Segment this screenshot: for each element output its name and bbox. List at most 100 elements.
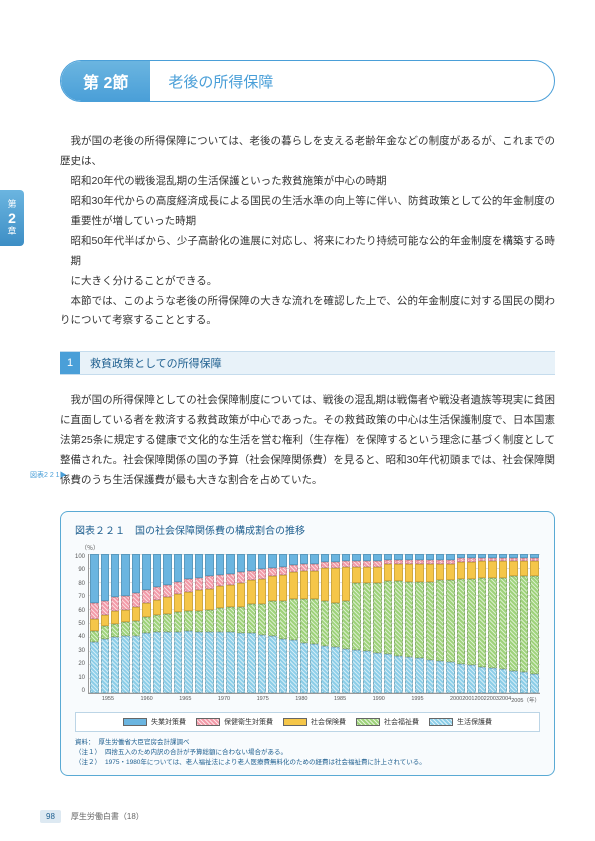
chart-title: 図表２２１ 国の社会保障関係費の構成割合の推移 <box>75 522 540 537</box>
chart-bar-segment <box>363 567 371 584</box>
chart-plot <box>88 554 540 694</box>
chart-bar-segment <box>111 554 119 597</box>
chart-bar-segment <box>352 650 360 693</box>
chart-bar <box>426 554 434 693</box>
chart-bar-segment <box>132 636 140 693</box>
x-tick: 1955 <box>102 696 114 704</box>
chart-bar-segment <box>153 615 161 632</box>
chart-bar-segment <box>352 583 360 650</box>
chart-bar-segment <box>520 672 528 693</box>
chart-note-label: （注１） <box>75 748 101 758</box>
chart-bar-segment <box>142 633 150 693</box>
chart-y-unit: （％） <box>75 543 540 552</box>
chart-bar-segment <box>142 554 150 590</box>
chart-bar-segment <box>174 594 182 612</box>
chart-bar <box>436 554 444 693</box>
y-tick: 70 <box>78 594 85 600</box>
intro-paragraph: 昭和20年代の戦後混乱期の生活保護といった救貧施策が中心の時期 <box>60 172 555 192</box>
chart-bar-segment <box>163 632 171 693</box>
y-tick: 20 <box>78 661 85 667</box>
y-tick: 90 <box>78 567 85 573</box>
chart-bar-segment <box>268 601 276 636</box>
chart-bar-segment <box>184 611 192 630</box>
chapter-tab: 第 2 章 <box>0 190 24 246</box>
chart-bar-segment <box>90 619 98 630</box>
legend-label: 失業対策費 <box>151 717 186 727</box>
chart-bar-segment <box>184 592 192 611</box>
chart-bar-segment <box>342 567 350 602</box>
chart-bar-segment <box>258 604 266 635</box>
subsection-title: 救貧政策としての所得保障 <box>80 355 222 371</box>
chart-bar-segment <box>237 607 245 633</box>
chart-bar <box>310 554 318 693</box>
chart-bar-segment <box>279 639 287 693</box>
chart-bar-segment <box>363 651 371 693</box>
x-tick: 2002 <box>475 696 487 704</box>
chart-bar <box>258 554 266 693</box>
chart-bar <box>331 554 339 693</box>
chart-bar-segment <box>216 632 224 693</box>
chart-note: （注１）四捨五入のため内訳の合計が予算総額に合わない場合がある。 <box>75 748 540 758</box>
chart-bar-segment <box>405 564 413 582</box>
chart-bar <box>405 554 413 693</box>
chart-bar-segment <box>174 632 182 693</box>
chart-bar <box>90 554 98 693</box>
chart-bar <box>478 554 486 693</box>
chart-bar-segment <box>153 587 161 600</box>
legend-item: 生活保護費 <box>429 717 492 727</box>
chart-notes: 資料：厚生労働省大臣官房会計課調べ（注１）四捨五入のため内訳の合計が予算総額に合… <box>75 738 540 767</box>
y-tick: 80 <box>78 581 85 587</box>
chart-bar-segment <box>331 603 339 647</box>
chart-bar-segment <box>363 583 371 651</box>
chart-bar-segment <box>363 554 371 561</box>
y-tick: 10 <box>78 675 85 681</box>
chart-bar-segment <box>247 604 255 633</box>
chart-bar-segment <box>216 586 224 608</box>
chart-bar <box>163 554 171 693</box>
chart-bar-segment <box>394 564 402 581</box>
chart-bar-segment <box>142 617 150 634</box>
chart-bar-segment <box>121 610 129 623</box>
chart-bar-segment <box>321 568 329 601</box>
legend-swatch <box>196 718 220 726</box>
chart-bar-segment <box>289 572 297 598</box>
chart-bar-segment <box>247 554 255 571</box>
y-tick: 0 <box>82 688 85 694</box>
chart-bar <box>132 554 140 693</box>
section-title: 老後の所得保障 <box>150 71 273 92</box>
chart-bar-segment <box>300 599 308 643</box>
chart-bar <box>121 554 129 693</box>
y-tick: 30 <box>78 648 85 654</box>
chart-bar-segment <box>478 578 486 667</box>
x-tick: 2001 <box>462 696 474 704</box>
chart-bar <box>394 554 402 693</box>
chart-bar-segment <box>321 554 329 562</box>
chart-bar-segment <box>153 600 161 615</box>
chart-bar-segment <box>163 597 171 614</box>
chart-bar <box>342 554 350 693</box>
chart-note-text: 厚生労働省大臣官房会計課調べ <box>99 738 190 748</box>
chart-bar-segment <box>226 585 234 607</box>
chart-bar <box>363 554 371 693</box>
chart-bar-segment <box>488 578 496 668</box>
intro-paragraph: 我が国の老後の所得保障については、老後の暮らしを支える老齢年金などの制度があるが… <box>60 132 555 172</box>
intro-text: 我が国の老後の所得保障については、老後の暮らしを支える老齢年金などの制度があるが… <box>60 132 555 331</box>
chart-bar-segment <box>205 610 213 632</box>
chart-bar <box>174 554 182 693</box>
chart-bar <box>321 554 329 693</box>
chart-bar-segment <box>101 554 109 601</box>
chart-bar-segment <box>342 601 350 648</box>
chart-bar-segment <box>279 567 287 575</box>
chart-bar-segment <box>478 561 486 578</box>
chart-bar-segment <box>426 564 434 582</box>
section-badge: 第 2節 <box>61 61 150 101</box>
chart-bar-segment <box>90 554 98 603</box>
chart-note-label: （注２） <box>75 758 101 768</box>
chart-bar-segment <box>457 664 465 693</box>
chart-bar-segment <box>111 597 119 611</box>
chart-bar-segment <box>426 582 434 660</box>
chart-bar-segment <box>509 576 517 671</box>
chart-bar-segment <box>467 562 475 579</box>
chart-bar-segment <box>101 601 109 615</box>
chart-bar-segment <box>373 567 381 584</box>
